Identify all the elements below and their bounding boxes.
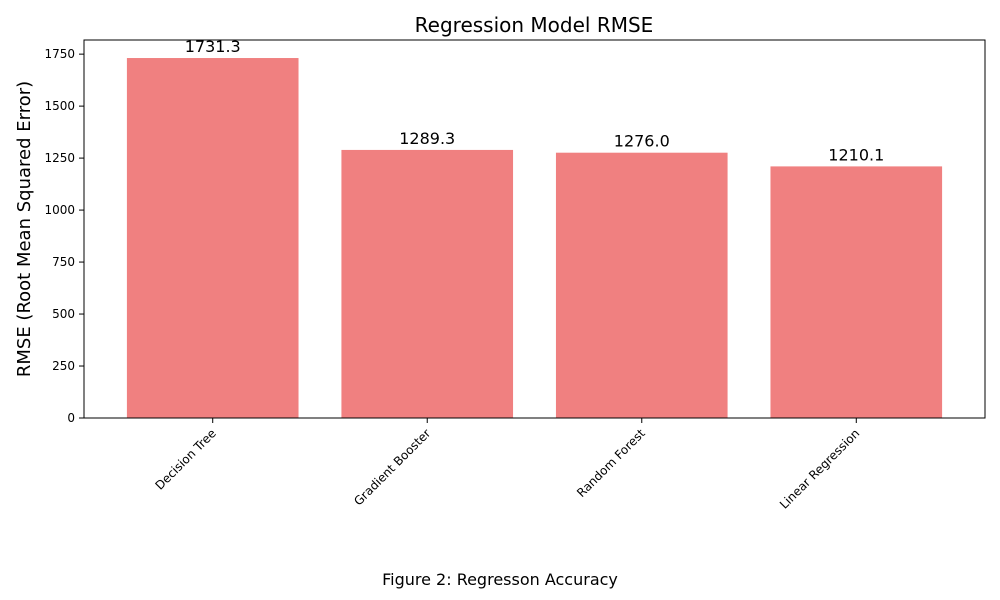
figure-caption: Figure 2: Regresson Accuracy bbox=[382, 570, 618, 589]
bar-decision-tree bbox=[126, 58, 299, 418]
data-label-gradient-booster: 1289.3 bbox=[399, 129, 455, 148]
x-tick-label-gradient-booster: Gradient Booster bbox=[351, 426, 433, 508]
y-tick-label-1500: 1500 bbox=[44, 99, 75, 113]
bar-random-forest bbox=[555, 152, 728, 419]
y-axis-label: RMSE (Root Mean Squared Error) bbox=[14, 81, 35, 377]
y-tick-label-250: 250 bbox=[52, 359, 75, 373]
y-tick-label-750: 750 bbox=[52, 255, 75, 269]
bars-group: 1731.3 1289.3 1276.0 1210.1 bbox=[126, 37, 943, 419]
y-tick-label-500: 500 bbox=[52, 307, 75, 321]
y-tick-label-1250: 1250 bbox=[44, 151, 75, 165]
y-tick-label-0: 0 bbox=[67, 411, 75, 425]
data-label-random-forest: 1276.0 bbox=[614, 132, 670, 151]
x-tick-label-decision-tree: Decision Tree bbox=[152, 426, 218, 492]
y-tick-label-1750: 1750 bbox=[44, 47, 75, 61]
chart-title: Regression Model RMSE bbox=[415, 13, 654, 37]
data-label-decision-tree: 1731.3 bbox=[185, 37, 241, 56]
bar-gradient-booster bbox=[341, 149, 514, 418]
plot-frame bbox=[83, 39, 986, 419]
x-tick-label-linear-regression: Linear Regression bbox=[777, 426, 862, 511]
x-tick-label-random-forest: Random Forest bbox=[574, 426, 648, 500]
data-label-linear-regression: 1210.1 bbox=[828, 145, 884, 164]
y-tick-label-1000: 1000 bbox=[44, 203, 75, 217]
bar-linear-regression bbox=[770, 166, 943, 418]
